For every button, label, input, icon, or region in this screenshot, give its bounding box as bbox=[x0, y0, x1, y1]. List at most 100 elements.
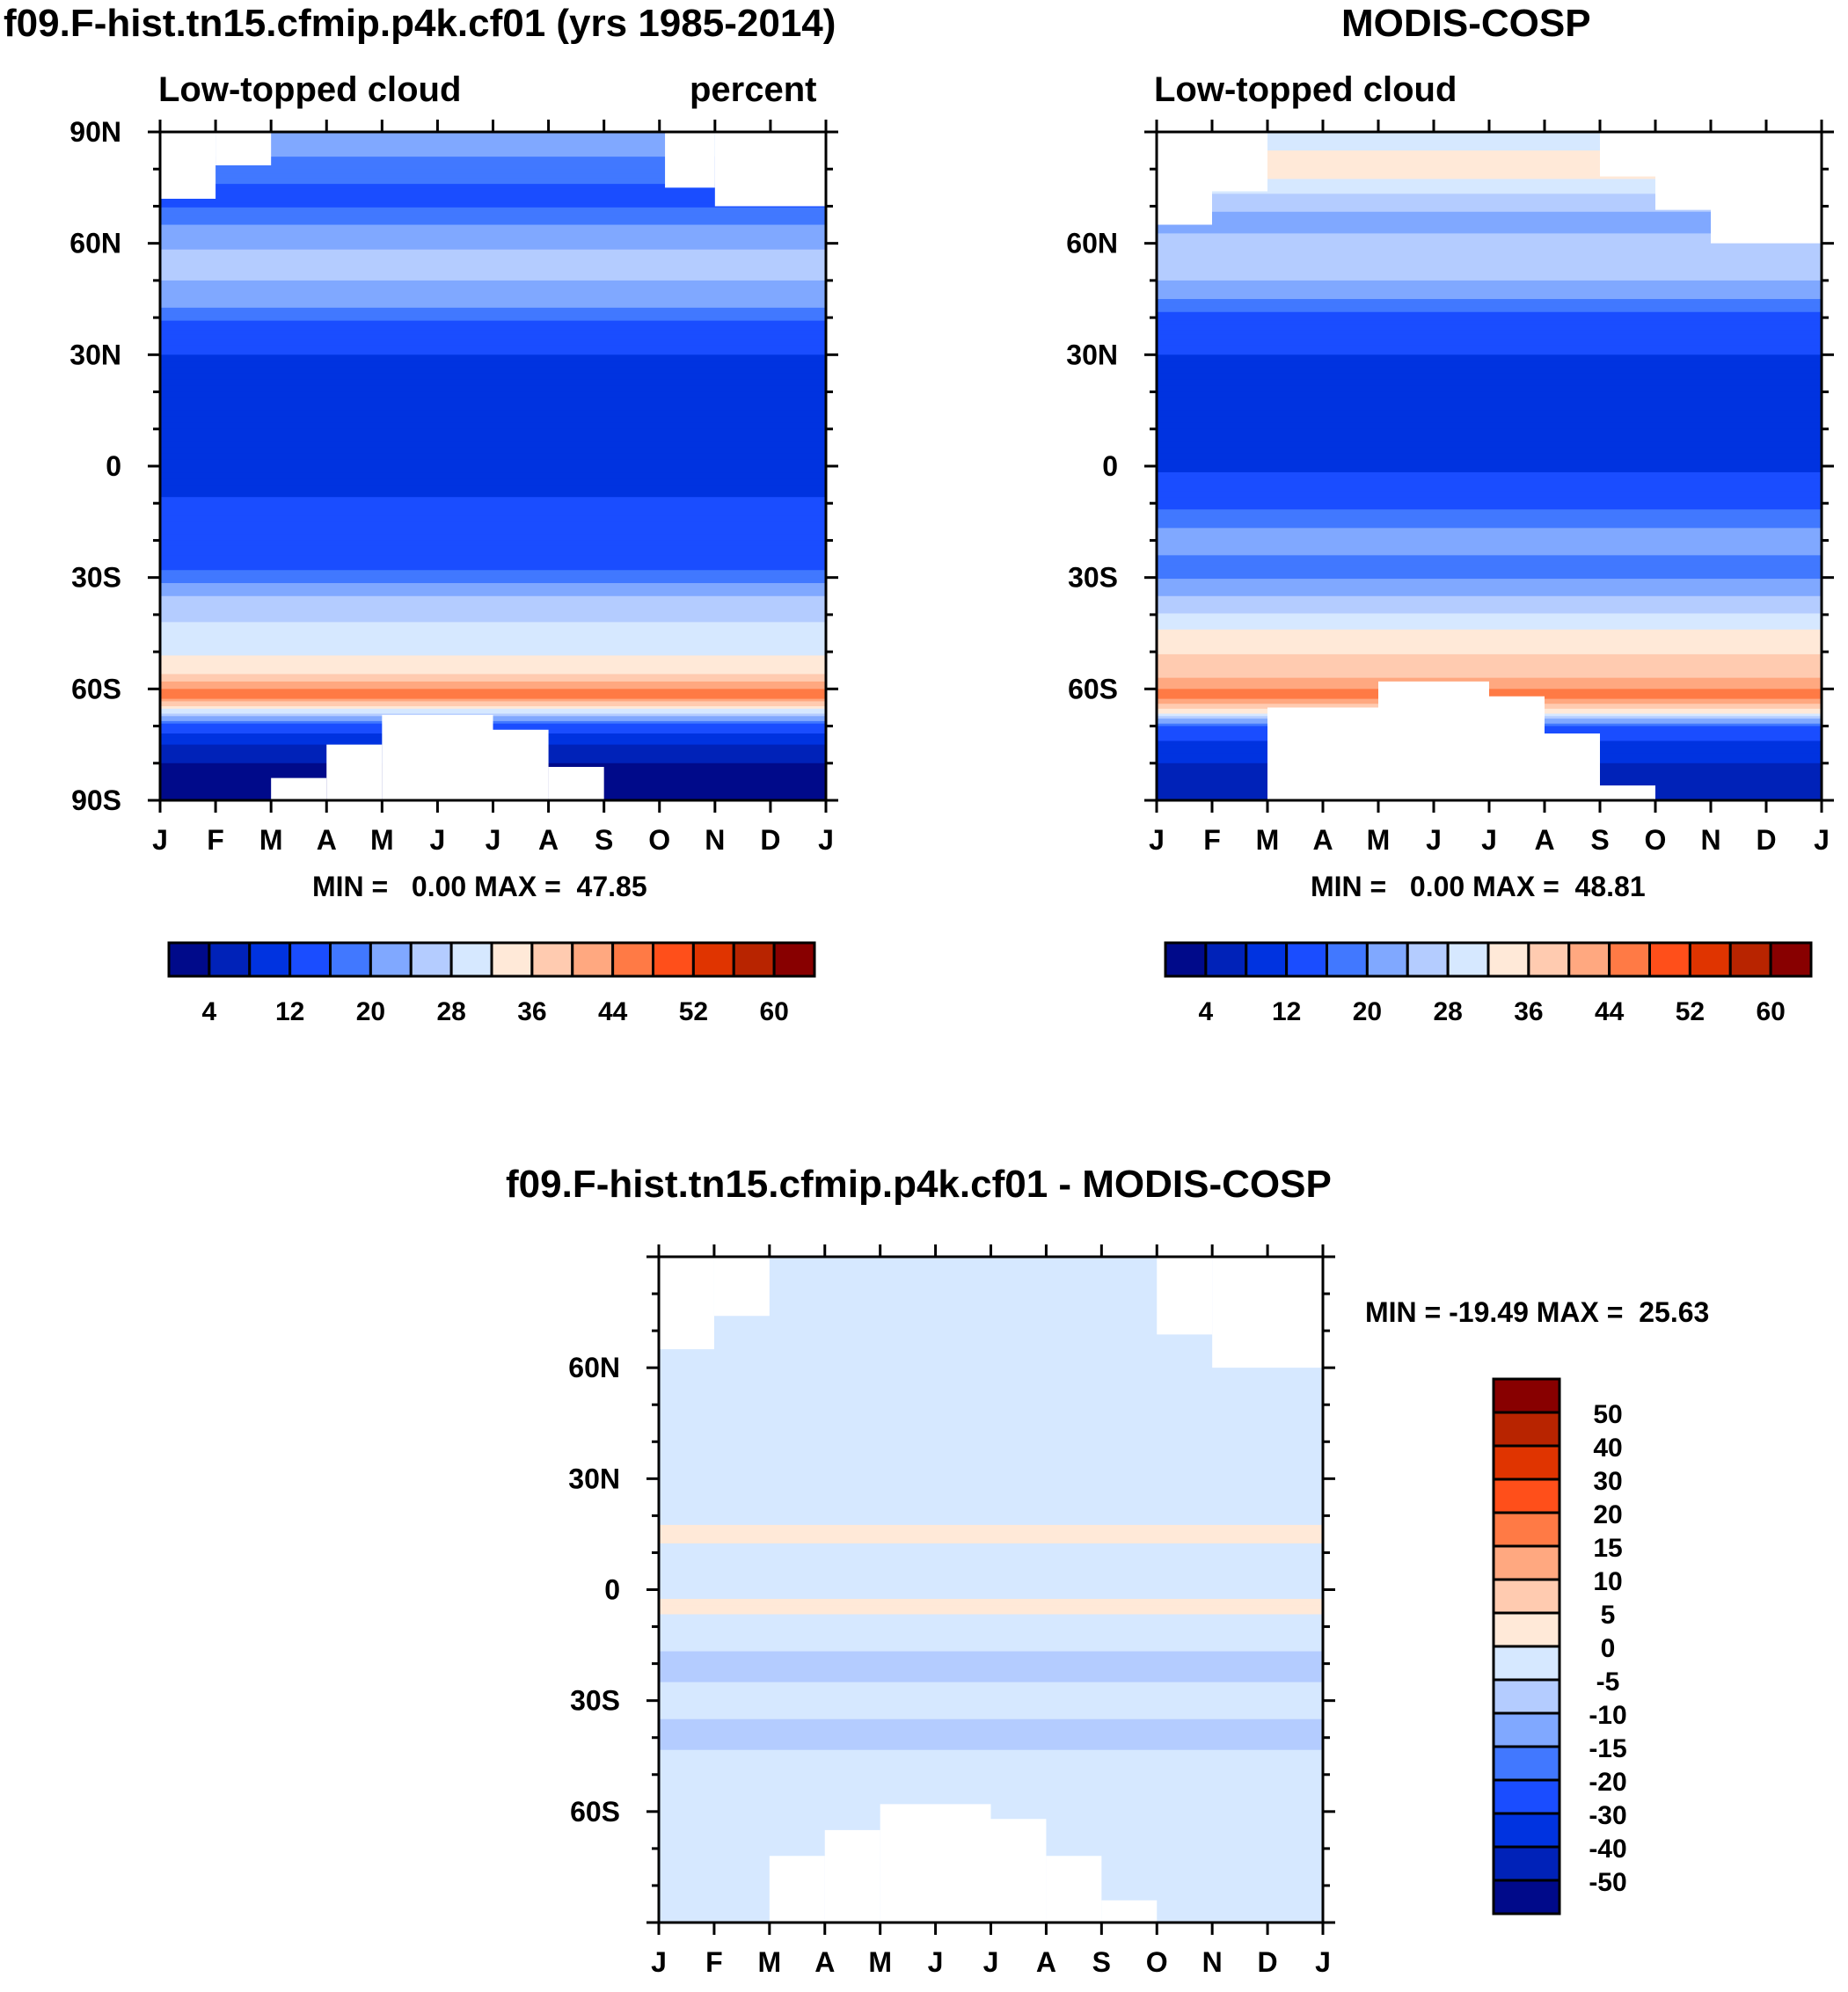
x-tick-label: A bbox=[317, 824, 337, 856]
contour-band bbox=[659, 1546, 1323, 1551]
x-tick-label: M bbox=[1256, 824, 1280, 856]
contour-band bbox=[1157, 157, 1822, 164]
contour-band bbox=[659, 1312, 1323, 1319]
missing-data-region bbox=[1157, 1257, 1213, 1335]
contour-band bbox=[1157, 637, 1822, 642]
contour-band bbox=[160, 559, 826, 566]
contour-band bbox=[1157, 509, 1822, 516]
contour-band bbox=[160, 631, 826, 638]
contour-band bbox=[1157, 515, 1822, 522]
contour-band bbox=[659, 1599, 1323, 1603]
contour-band bbox=[1157, 522, 1822, 529]
colorbar-box bbox=[1406, 941, 1450, 978]
contour-band bbox=[160, 617, 826, 623]
x-tick-label: M bbox=[370, 824, 394, 856]
contour-band bbox=[1157, 453, 1822, 461]
contour-band bbox=[1157, 207, 1822, 213]
contour-band bbox=[1157, 132, 1822, 139]
contour-band bbox=[160, 708, 826, 712]
contour-band bbox=[1157, 416, 1822, 424]
missing-data-region bbox=[1711, 132, 1822, 244]
contour-band bbox=[1157, 428, 1822, 436]
contour-band bbox=[659, 1355, 1323, 1362]
contour-band bbox=[160, 565, 826, 571]
contour-band bbox=[160, 583, 826, 588]
contour-band bbox=[160, 255, 826, 263]
contour-band bbox=[659, 1515, 1323, 1520]
colorbar-box bbox=[1492, 1578, 1561, 1615]
missing-data-region bbox=[1157, 132, 1212, 225]
contour-band bbox=[160, 202, 826, 208]
contour-band bbox=[160, 280, 826, 288]
colorbar-box bbox=[1527, 941, 1571, 978]
contour-band bbox=[1157, 640, 1822, 646]
colorbar-box bbox=[1492, 1411, 1561, 1448]
y-tick-label: 30N bbox=[1066, 339, 1118, 370]
contour-band bbox=[659, 1706, 1323, 1714]
colorbar-label: -40 bbox=[1589, 1835, 1626, 1864]
contour-band bbox=[160, 215, 826, 222]
missing-data-region bbox=[215, 132, 272, 165]
contour-band bbox=[160, 330, 826, 336]
colorbar-box bbox=[1492, 1678, 1561, 1715]
contour-band bbox=[659, 1466, 1323, 1479]
contour-band bbox=[659, 1269, 1323, 1276]
contour-band bbox=[160, 230, 826, 238]
x-tick-label: J bbox=[1149, 824, 1165, 856]
contour-band bbox=[160, 692, 826, 697]
colorbar-box bbox=[248, 941, 292, 978]
colorbar-label: 36 bbox=[1514, 997, 1543, 1026]
contour-band bbox=[1157, 296, 1822, 300]
contour-band bbox=[1157, 311, 1822, 317]
contour-band bbox=[160, 163, 826, 170]
contour-band bbox=[659, 1441, 1323, 1455]
contour-band bbox=[1157, 299, 1822, 304]
contour-band bbox=[160, 345, 826, 351]
contour-band bbox=[160, 600, 826, 606]
contour-band bbox=[1157, 677, 1822, 682]
colorbar-box bbox=[409, 941, 453, 978]
contour-band bbox=[659, 1755, 1323, 1763]
contour-band bbox=[659, 1288, 1323, 1295]
contour-band bbox=[659, 1663, 1323, 1671]
colorbar-box bbox=[1728, 941, 1772, 978]
contour-band bbox=[160, 696, 826, 700]
x-tick-label: J bbox=[928, 1946, 944, 1978]
x-tick-label: F bbox=[1203, 824, 1221, 856]
contour-band bbox=[160, 591, 826, 597]
colorbar-box bbox=[1204, 941, 1248, 978]
contour-band bbox=[1157, 570, 1822, 575]
contour-band bbox=[160, 199, 826, 204]
contour-band bbox=[1157, 550, 1822, 556]
contour-band bbox=[659, 1605, 1323, 1609]
contour-band bbox=[659, 1602, 1323, 1606]
missing-data-region bbox=[1323, 707, 1378, 800]
x-tick-label: J bbox=[1315, 1946, 1331, 1978]
contour-band bbox=[160, 698, 826, 703]
colorbar-label: 4 bbox=[202, 997, 217, 1026]
contour-band bbox=[659, 1405, 1323, 1418]
contour-band bbox=[160, 132, 826, 139]
colorbar-label: -50 bbox=[1589, 1868, 1626, 1897]
contour-band bbox=[1157, 211, 1822, 217]
colorbar-label: 60 bbox=[1756, 997, 1785, 1026]
x-tick-label: N bbox=[705, 824, 725, 856]
contour-band bbox=[160, 540, 826, 546]
contour-band bbox=[160, 662, 826, 668]
contour-band bbox=[160, 211, 826, 217]
x-tick-label: J bbox=[430, 824, 446, 856]
contour-band bbox=[1157, 373, 1822, 381]
missing-data-region bbox=[1489, 696, 1545, 800]
colorbar-box bbox=[289, 941, 332, 978]
contour-band bbox=[1157, 224, 1822, 230]
contour-band bbox=[160, 325, 826, 331]
x-tick-label: M bbox=[259, 824, 283, 856]
contour-band bbox=[160, 459, 826, 467]
missing-data-region bbox=[713, 1257, 770, 1317]
contour-band bbox=[1157, 349, 1822, 355]
contour-band bbox=[160, 157, 826, 164]
contour-band bbox=[160, 224, 826, 232]
contour-band bbox=[1157, 391, 1822, 399]
colorbar-box bbox=[1648, 941, 1691, 978]
contour-band bbox=[1157, 587, 1822, 593]
